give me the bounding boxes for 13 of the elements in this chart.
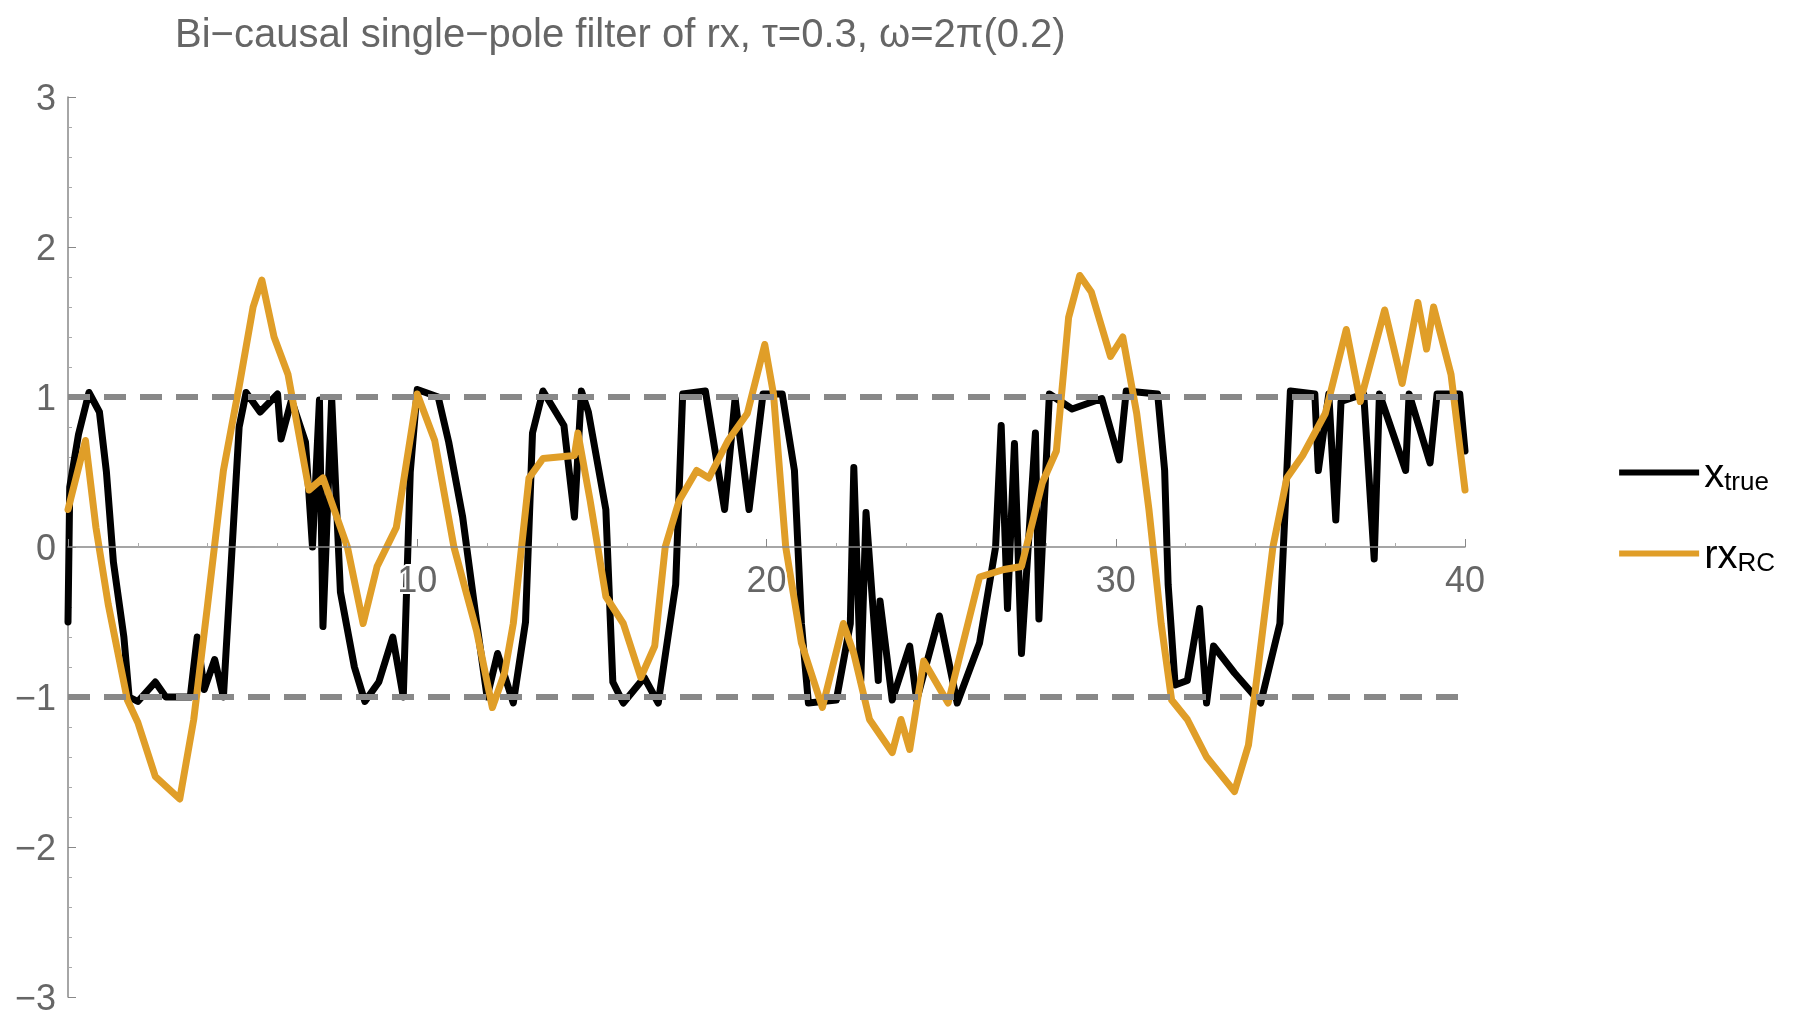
y-tick-label: −3 [14, 976, 56, 1018]
y-tick-label: −2 [14, 826, 56, 868]
x-tick-label: 40 [1444, 558, 1486, 600]
y-tick-label: −1 [14, 676, 56, 718]
y-tick-label: 2 [35, 226, 56, 268]
y-tick-label: 3 [35, 76, 56, 118]
legend-label: rxRC [1704, 531, 1776, 577]
x-tick-label: 30 [1095, 558, 1136, 600]
chart-title: Bi−causal single−pole filter of rx, τ=0.3, ω=2π(0.2) [175, 11, 1066, 55]
legend-label: xtrue [1704, 450, 1769, 496]
x-tick-label: 20 [746, 558, 787, 600]
y-tick-label: 1 [35, 376, 56, 418]
y-tick-label: 0 [35, 526, 56, 568]
